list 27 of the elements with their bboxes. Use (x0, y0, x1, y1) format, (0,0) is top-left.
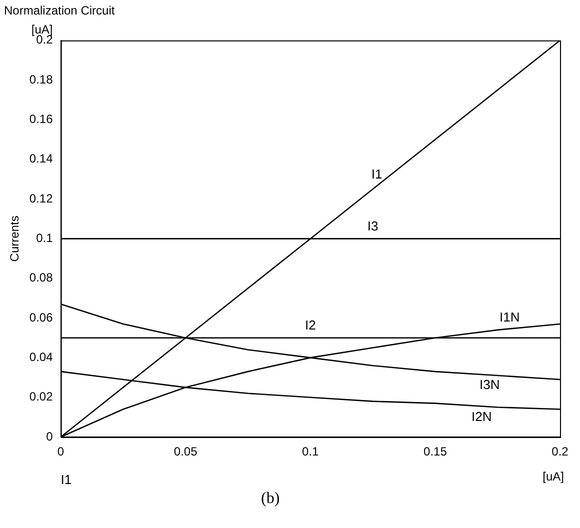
x-tick-label: 0.15 (424, 444, 448, 459)
y-tick-label: 0.14 (29, 152, 54, 166)
y-tick-label: 0.12 (29, 191, 54, 206)
x-tick-label: 0.05 (174, 444, 198, 459)
y-axis-title: Currents (8, 216, 22, 262)
text: [uA] (31, 22, 53, 37)
x-tick-label: 0 (57, 444, 64, 459)
series-label: I2N (471, 408, 492, 424)
chart-title: Normalization Circuit (4, 4, 116, 18)
y-tick-label: 0.08 (29, 270, 54, 285)
text: [uA] (542, 469, 564, 484)
series-label: I3 (367, 218, 378, 234)
series-label: I1N (499, 309, 520, 324)
y-tick-label: 0.04 (29, 350, 54, 364)
y-tick-label: 0.02 (29, 390, 54, 404)
x-tick-label: 0.2 (552, 444, 569, 459)
text: (b) (261, 490, 280, 508)
x-axis-title: I1 (60, 472, 72, 487)
y-tick-label: 0.18 (29, 72, 54, 86)
series-label: I2 (304, 317, 316, 332)
y-tick-label: 0.1 (36, 231, 54, 246)
y-tick-label: 0.06 (29, 310, 54, 324)
series-label: I3N (479, 377, 500, 392)
series-label: I1 (371, 166, 382, 182)
x-tick-label: 0.1 (302, 444, 320, 459)
y-tick-label: 0 (46, 429, 54, 444)
y-tick-label: 0.16 (29, 112, 54, 126)
